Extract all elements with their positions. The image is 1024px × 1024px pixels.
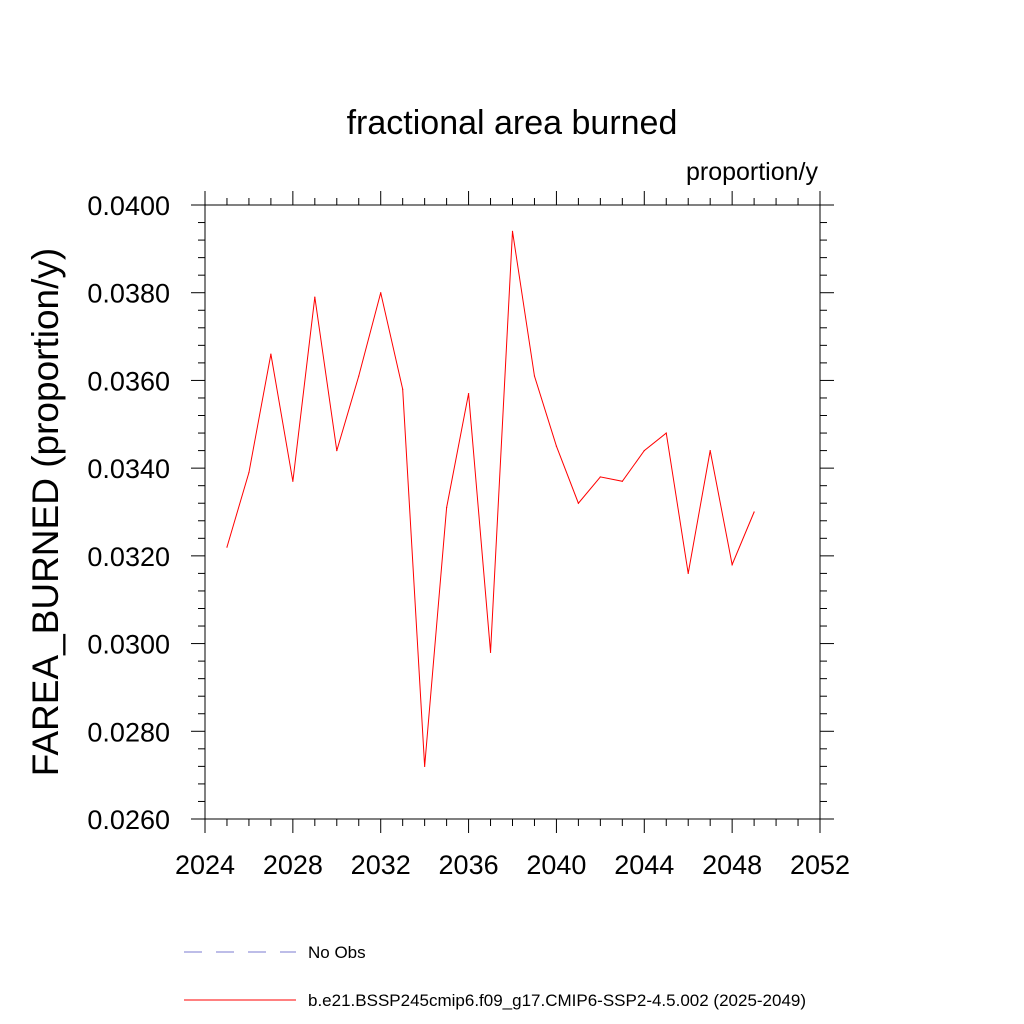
data-point (314, 296, 316, 298)
data-point (358, 375, 360, 377)
x-tick-label: 2032 (351, 850, 411, 880)
y-tick-label: 0.0400 (87, 191, 170, 221)
data-point (753, 511, 755, 513)
data-point (555, 445, 558, 447)
chart-units-label: proportion/y (686, 158, 819, 186)
legend: No Obs b.e21.BSSP245cmip6.f09_g17.CMIP6-S… (184, 943, 806, 1010)
y-tick-label: 0.0320 (87, 542, 170, 572)
data-point (446, 507, 448, 509)
plot-frame (204, 204, 821, 820)
data-point (336, 450, 338, 452)
data-point (248, 471, 250, 474)
data-point (599, 476, 601, 478)
x-tick-label: 2036 (439, 850, 499, 880)
chart-title: fractional area burned (347, 104, 678, 142)
data-point (424, 765, 426, 767)
y-tick-label: 0.0300 (87, 630, 170, 660)
data-point (292, 480, 294, 482)
data-point (665, 432, 667, 434)
data-point (533, 375, 536, 377)
y-tick-label: 0.0380 (87, 279, 170, 309)
data-point (687, 572, 689, 575)
data-point (731, 564, 733, 566)
data-point (709, 450, 711, 452)
legend-label: b.e21.BSSP245cmip6.f09_g17.CMIP6-SSP2-4.… (308, 991, 806, 1010)
data-point (226, 546, 228, 548)
x-tick-label: 2052 (790, 850, 850, 880)
x-tick-label: 2040 (526, 850, 586, 880)
series-line-1 (226, 231, 755, 767)
data-point (402, 388, 404, 390)
data-point (577, 502, 579, 504)
x-tick-label: 2044 (614, 850, 674, 880)
data-point (270, 353, 272, 355)
plot-area: 2024 2028 2032 2036 2040 2044 2048 2052 0.0260 0.… (87, 191, 850, 880)
data-point (467, 392, 470, 395)
y-tick-label: 0.0260 (87, 805, 170, 835)
y-tick-label: 0.0340 (87, 454, 170, 484)
data-point (489, 651, 492, 653)
y-tick-label: 0.0360 (87, 366, 170, 396)
x-tick-label: 2024 (175, 850, 235, 880)
y-tick-label: 0.0280 (87, 717, 170, 747)
legend-label: No Obs (308, 943, 366, 962)
data-point (643, 450, 645, 452)
x-tick-label: 2048 (702, 850, 762, 880)
data-point (511, 230, 514, 232)
data-point (380, 292, 382, 294)
x-tick-label: 2028 (263, 850, 323, 880)
data-point (621, 480, 623, 482)
y-axis-label: FAREA_BURNED (proportion/y) (25, 248, 66, 776)
